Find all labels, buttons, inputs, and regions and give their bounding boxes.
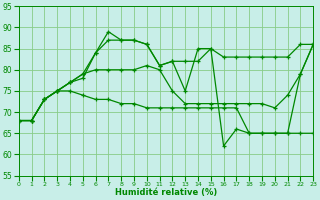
X-axis label: Humidité relative (%): Humidité relative (%): [115, 188, 217, 197]
